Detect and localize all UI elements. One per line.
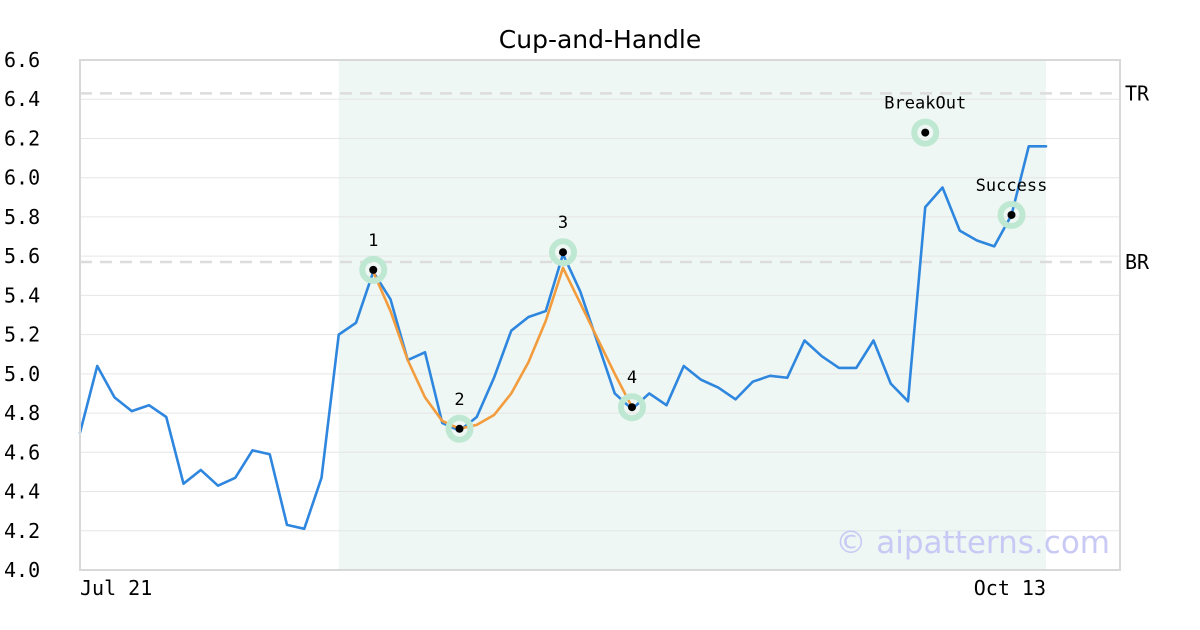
- point-label: 4: [627, 368, 637, 388]
- point-marker: [1007, 210, 1016, 219]
- point-marker: [455, 424, 464, 433]
- point-halo: [445, 414, 474, 443]
- point-marker: [628, 403, 636, 412]
- point-label: 2: [454, 390, 464, 410]
- point-label: 1: [368, 231, 378, 251]
- point-marker: [559, 248, 567, 257]
- y-tick-label: 5.2: [4, 323, 40, 347]
- pattern-region: [338, 60, 1046, 570]
- point-marker: [921, 128, 930, 137]
- point-label: BreakOut: [884, 94, 966, 114]
- x-tick-label: Oct 13: [974, 576, 1046, 600]
- point-label: 3: [558, 213, 568, 233]
- x-tick-label: Jul 21: [80, 576, 152, 600]
- y-tick-label: 4.6: [4, 440, 40, 464]
- y-tick-label: 6.0: [4, 166, 40, 190]
- point-halo: [911, 118, 940, 147]
- y-tick-label: 5.4: [4, 283, 40, 307]
- level-label-br: BR: [1125, 250, 1150, 274]
- chart-title: Cup-and-Handle: [499, 25, 701, 54]
- point-halo: [549, 238, 577, 267]
- y-tick-label: 5.0: [4, 362, 40, 386]
- y-tick-label: 5.8: [4, 205, 40, 229]
- y-tick-label: 4.0: [4, 558, 40, 582]
- point-label: Success: [976, 176, 1048, 196]
- plot-frame: [79, 59, 1121, 571]
- point-halo: [618, 393, 646, 422]
- y-tick-label: 6.4: [4, 87, 40, 111]
- y-tick-label: 4.8: [4, 401, 40, 425]
- y-tick-label: 6.2: [4, 126, 40, 150]
- y-tick-label: 4.4: [4, 480, 40, 504]
- point-halo: [997, 200, 1026, 229]
- point-marker: [369, 265, 378, 274]
- series-line-1: [371, 266, 634, 431]
- point-halo: [359, 255, 388, 284]
- y-tick-label: 4.2: [4, 519, 40, 543]
- y-tick-label: 5.6: [4, 244, 40, 268]
- watermark-text: © aipatterns.com: [835, 525, 1110, 561]
- level-label-tr: TR: [1125, 81, 1150, 105]
- y-tick-label: 6.6: [4, 48, 40, 72]
